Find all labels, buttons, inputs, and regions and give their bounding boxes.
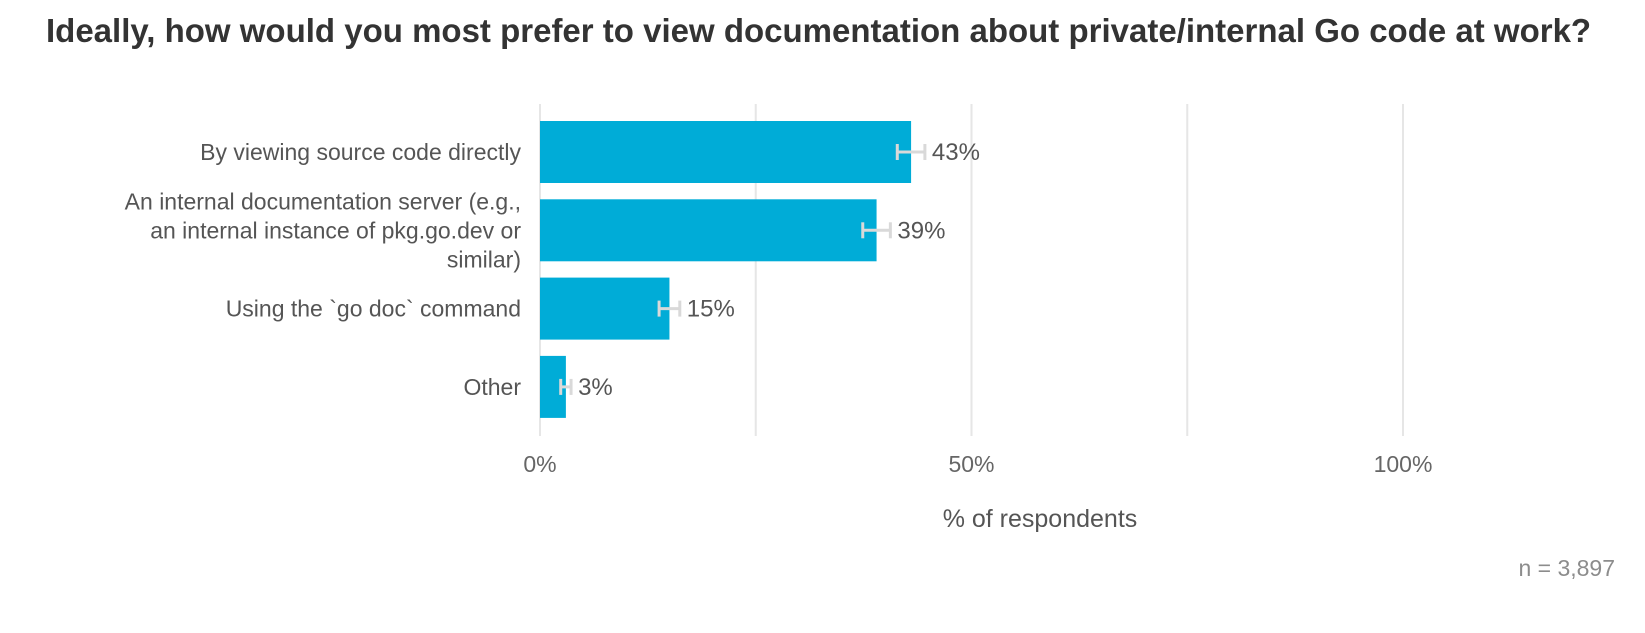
category-label: An internal documentation server (e.g., a… [125,188,522,272]
bars [540,121,912,418]
x-tick-label: 100% [1374,451,1433,477]
x-axis-title: % of respondents [942,505,1138,533]
x-tick-labels: 0% 50% 100% [523,451,1432,477]
error-bar [895,144,927,160]
error-bars [559,144,927,395]
x-tick-label: 0% [523,451,556,477]
value-label: 39% [897,217,945,244]
sample-size-note: n = 3,897 [1518,555,1615,581]
error-bar [861,222,892,239]
category-labels: By viewing source code directly An intern… [125,139,522,400]
bar [540,199,877,262]
chart-title: Ideally, how would you most prefer to vi… [46,12,1592,49]
bar [540,277,670,340]
error-bar [559,378,573,395]
error-bar [657,300,682,317]
value-label: 43% [932,139,980,166]
category-label: Using the `go doc` command [226,296,521,322]
bar [540,121,912,183]
value-label: 15% [687,296,735,323]
x-tick-label: 50% [948,451,994,477]
category-label: By viewing source code directly [200,139,521,165]
value-labels: 43% 39% 15% 3% [578,139,980,401]
value-label: 3% [578,374,613,401]
category-label: Other [463,374,521,400]
